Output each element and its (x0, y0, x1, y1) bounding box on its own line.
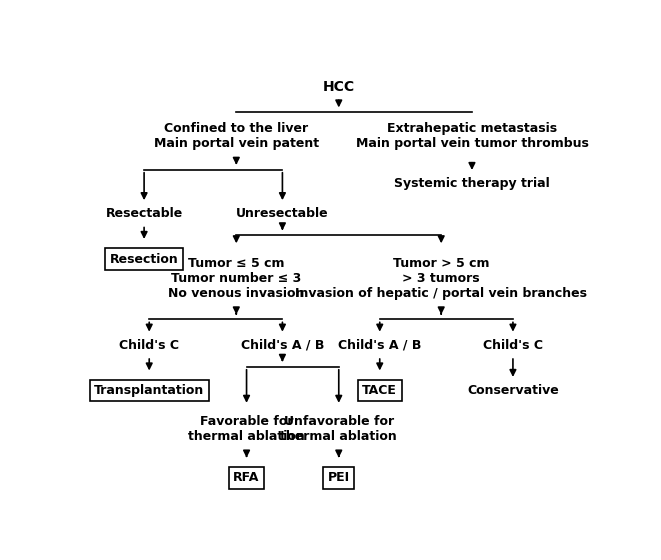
Text: Child's C: Child's C (119, 339, 179, 352)
Text: Extrahepatic metastasis
Main portal vein tumor thrombus: Extrahepatic metastasis Main portal vein… (356, 122, 588, 150)
Text: Favorable for
thermal ablation: Favorable for thermal ablation (188, 416, 305, 444)
Text: Child's A / B: Child's A / B (241, 339, 324, 352)
Text: Resectable: Resectable (106, 207, 182, 220)
Text: Confined to the liver
Main portal vein patent: Confined to the liver Main portal vein p… (154, 122, 319, 150)
Text: Tumor > 5 cm
> 3 tumors
Invasion of hepatic / portal vein branches: Tumor > 5 cm > 3 tumors Invasion of hepa… (295, 257, 587, 300)
Text: Tumor ≤ 5 cm
Tumor number ≤ 3
No venous invasion: Tumor ≤ 5 cm Tumor number ≤ 3 No venous … (168, 257, 305, 300)
Text: RFA: RFA (233, 471, 260, 484)
Text: Child's A / B: Child's A / B (338, 339, 422, 352)
Text: Conservative: Conservative (467, 384, 559, 397)
Text: Resection: Resection (110, 253, 178, 265)
Text: Systemic therapy trial: Systemic therapy trial (394, 177, 550, 190)
Text: Child's C: Child's C (483, 339, 543, 352)
Text: HCC: HCC (323, 80, 355, 94)
Text: TACE: TACE (362, 384, 397, 397)
Text: Transplantation: Transplantation (94, 384, 204, 397)
Text: PEI: PEI (328, 471, 350, 484)
Text: Unresectable: Unresectable (236, 207, 329, 220)
Text: Unfavorable for
thermal ablation: Unfavorable for thermal ablation (280, 416, 397, 444)
